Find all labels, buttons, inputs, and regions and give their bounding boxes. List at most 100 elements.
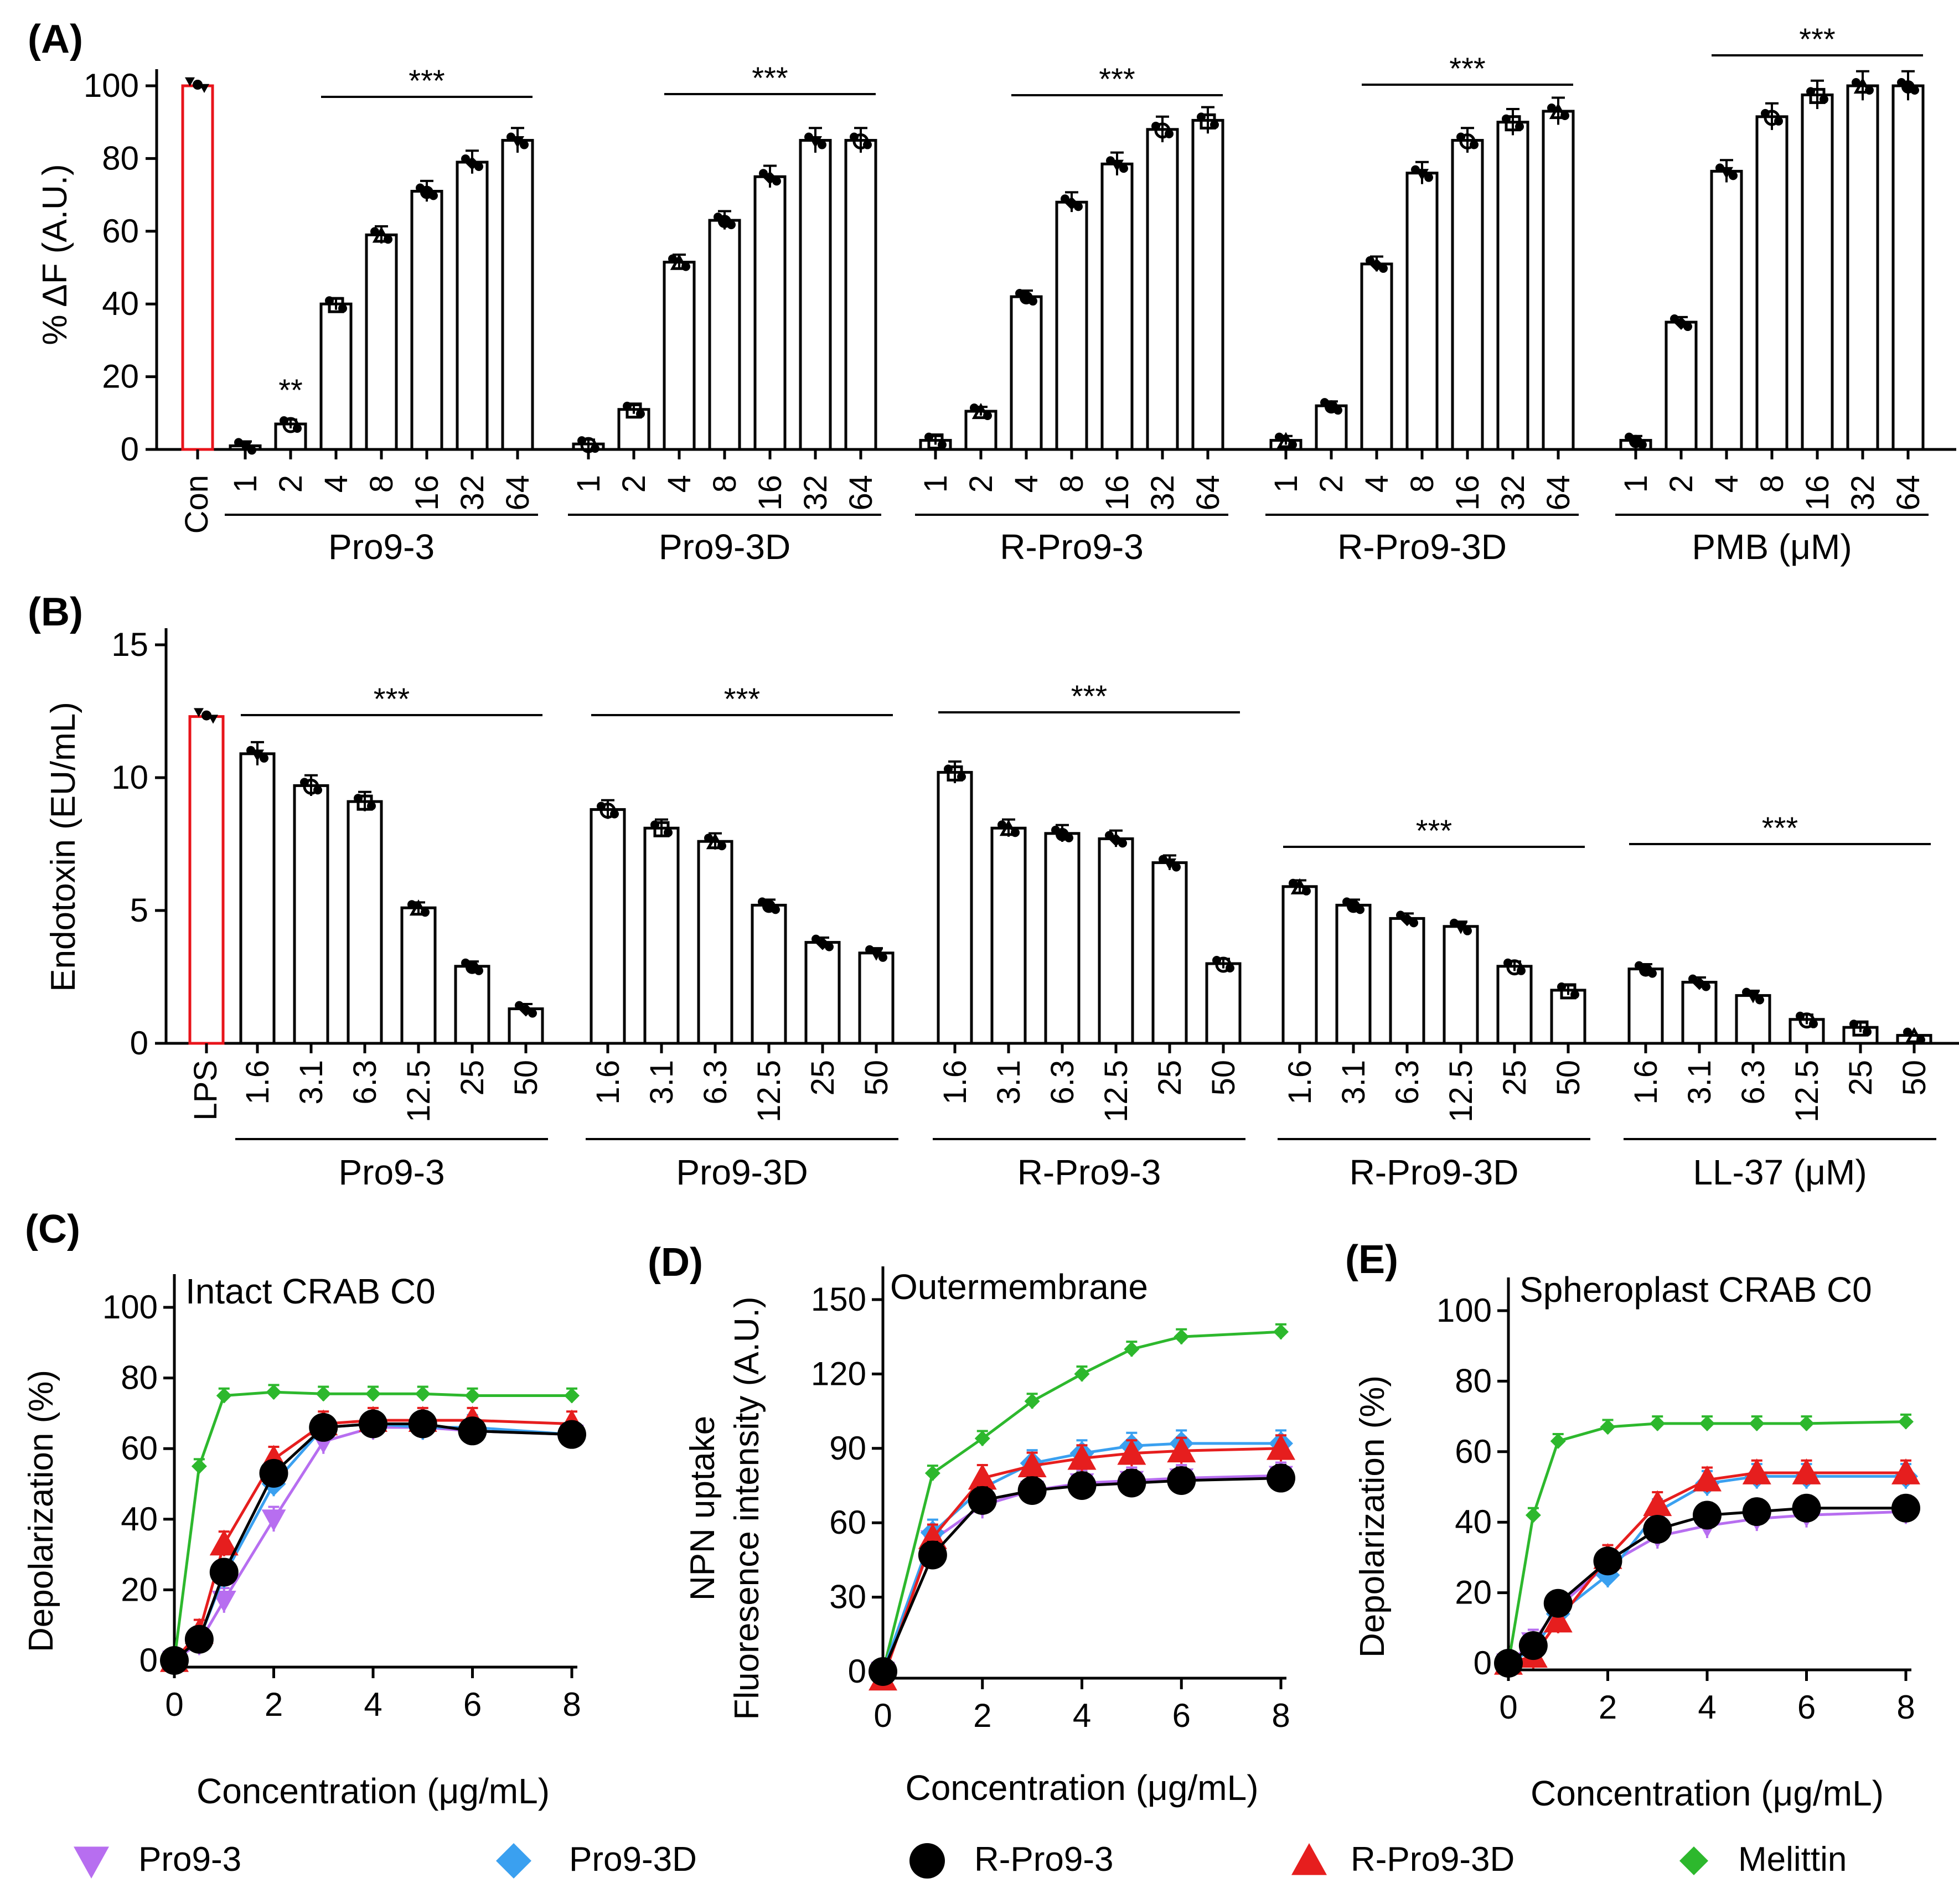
panel-D-point-r-pro9-3d xyxy=(968,1463,997,1490)
panel-A-control-point-shape xyxy=(185,77,195,86)
panel-A-bar xyxy=(1496,121,1529,451)
panel-A-point xyxy=(1547,103,1556,112)
panel-A-bar xyxy=(1146,128,1179,451)
panel-A-point xyxy=(1683,322,1692,332)
panel-A-point xyxy=(1515,122,1524,131)
panel-B-bar xyxy=(347,800,383,1045)
panel-E-point-r-pro9-3-shape xyxy=(1543,1589,1573,1618)
panel-A-group-label: Pro9-3 xyxy=(328,527,435,567)
panel-B-label: (B) xyxy=(28,590,83,634)
panel-A-point xyxy=(1276,432,1295,448)
panel-B-point xyxy=(251,749,264,762)
panel-C-y-tick-label: 80 xyxy=(121,1359,158,1396)
panel-C-point-r-pro9-3-shape xyxy=(209,1558,239,1587)
panel-A-control-point-shape xyxy=(199,84,209,93)
panel-A-bar xyxy=(708,219,741,451)
panel-A-category-label: 2 xyxy=(616,475,652,493)
panel-A-point-shape xyxy=(591,444,599,453)
panel-D-point-r-pro9-3 xyxy=(918,1540,947,1570)
panel-B-bar xyxy=(697,840,733,1045)
panel-A-point-shape xyxy=(670,253,689,270)
panel-B-point-shape xyxy=(260,753,268,763)
panel-A-control-point xyxy=(199,84,209,93)
panel-A-point-shape xyxy=(1288,440,1297,449)
panel-A-control-bar xyxy=(181,84,214,451)
panel-C-point-r-pro9-3-shape xyxy=(160,1646,189,1675)
panel-A-point-shape xyxy=(1549,102,1568,120)
panel-A-category-label: 4 xyxy=(1709,475,1745,493)
panel-A-category-label: 4 xyxy=(1009,475,1045,493)
panel-A-bar xyxy=(799,139,832,451)
panel-A-category-label: 16 xyxy=(409,475,445,511)
panel-A-bar xyxy=(1755,115,1789,451)
panel-D-point-r-pro9-3d-shape xyxy=(1017,1451,1047,1477)
panel-B-point xyxy=(825,942,834,951)
panel-B-category-label: 12.5 xyxy=(1789,1060,1825,1122)
panel-A-bar xyxy=(1846,84,1879,451)
panel-B-point-shape xyxy=(1702,982,1710,991)
panel-A-point xyxy=(636,409,645,418)
panel-B-category-label: 6.3 xyxy=(347,1060,383,1105)
panel-A-point xyxy=(668,254,677,263)
panel-A-category-label: 1 xyxy=(228,475,263,493)
panel-A-group-label: R-Pro9-3 xyxy=(1000,527,1144,567)
panel-D-line-pro9-3 xyxy=(881,1474,1281,1672)
panel-B-point-shape xyxy=(997,820,1006,830)
panel-A-category-label: 1 xyxy=(1618,475,1654,493)
panel-C-point-r-pro9-3-shape xyxy=(408,1409,437,1439)
panel-A-category-label: 16 xyxy=(1099,475,1135,511)
panel-A-point-shape xyxy=(1379,263,1388,273)
panel-B-point xyxy=(1409,918,1418,928)
panel-A-category-label: 4 xyxy=(1359,475,1395,493)
panel-B-point-shape xyxy=(1289,878,1298,888)
panel-C-point-pro9-3 xyxy=(261,1509,286,1532)
panel-E-x-tick-label: 2 xyxy=(1599,1689,1617,1726)
panel-B-point-shape xyxy=(878,953,887,962)
panel-C-point-melittin xyxy=(191,1458,207,1474)
panel-E-point-melittin xyxy=(1898,1414,1914,1430)
panel-D-point-r-pro9-3 xyxy=(1067,1471,1097,1500)
panel-C-point-r-pro9-3 xyxy=(458,1416,487,1446)
panel-B-point xyxy=(528,1008,537,1018)
panel-B-point-shape xyxy=(367,801,376,811)
panel-B-point-shape xyxy=(717,841,726,851)
panel-E-point-r-pro9-3d xyxy=(1891,1458,1920,1484)
panel-D-point-melittin xyxy=(924,1465,940,1481)
panel-B-category-label: 25 xyxy=(1497,1060,1533,1096)
panel-D-point-r-pro9-3 xyxy=(1017,1476,1047,1505)
panel-A-point xyxy=(1119,164,1128,173)
panel-A-bar xyxy=(1801,93,1834,451)
panel-B-point-shape xyxy=(1648,969,1657,978)
panel-E-point-r-pro9-3-shape xyxy=(1891,1493,1920,1523)
panel-B-control-point-shape xyxy=(194,708,204,717)
panel-A-point-shape xyxy=(247,446,256,455)
panel-B-point xyxy=(1570,990,1579,999)
panel-D-point-r-pro9-3d-shape xyxy=(968,1463,997,1490)
panel-A-category-label: 64 xyxy=(1190,475,1226,511)
panel-B-point xyxy=(1226,964,1234,972)
panel-A-y-tick-label: 80 xyxy=(102,139,139,177)
panel-B-point-shape xyxy=(1463,926,1472,935)
panel-D-point-r-pro9-3d xyxy=(1267,1434,1295,1460)
panel-E-point-r-pro9-3 xyxy=(1742,1497,1771,1527)
panel-B-point xyxy=(1454,922,1467,934)
panel-A-point-shape xyxy=(983,411,992,421)
panel-B-category-label: 1.6 xyxy=(590,1060,626,1105)
panel-B-category-label: 12.5 xyxy=(1443,1060,1479,1122)
panel-E-point-r-pro9-3 xyxy=(1494,1649,1523,1678)
panel-B-control-point xyxy=(201,710,211,721)
panel-A-point xyxy=(1333,406,1342,415)
panel-A-point-shape xyxy=(1852,78,1860,87)
panel-D-point-melittin xyxy=(1124,1341,1140,1357)
panel-C-point-r-pro9-3 xyxy=(184,1624,214,1654)
legend-label-r-pro9-3d: R-Pro9-3D xyxy=(1351,1840,1515,1879)
panel-A-point xyxy=(1549,102,1568,120)
panel-B-point-shape xyxy=(1863,1027,1872,1037)
legend-marker-r-pro9-3-shape xyxy=(909,1843,945,1879)
panel-C-point-pro9-3-shape xyxy=(261,1509,286,1532)
panel-C-line-pro9-3 xyxy=(173,1426,572,1662)
panel-B-category-label: 50 xyxy=(1206,1060,1242,1096)
panel-E-title: Spheroplast CRAB C0 xyxy=(1519,1270,1872,1310)
panel-C-y-tick-label: 100 xyxy=(102,1289,158,1326)
panel-B-category-label: 25 xyxy=(454,1060,490,1096)
